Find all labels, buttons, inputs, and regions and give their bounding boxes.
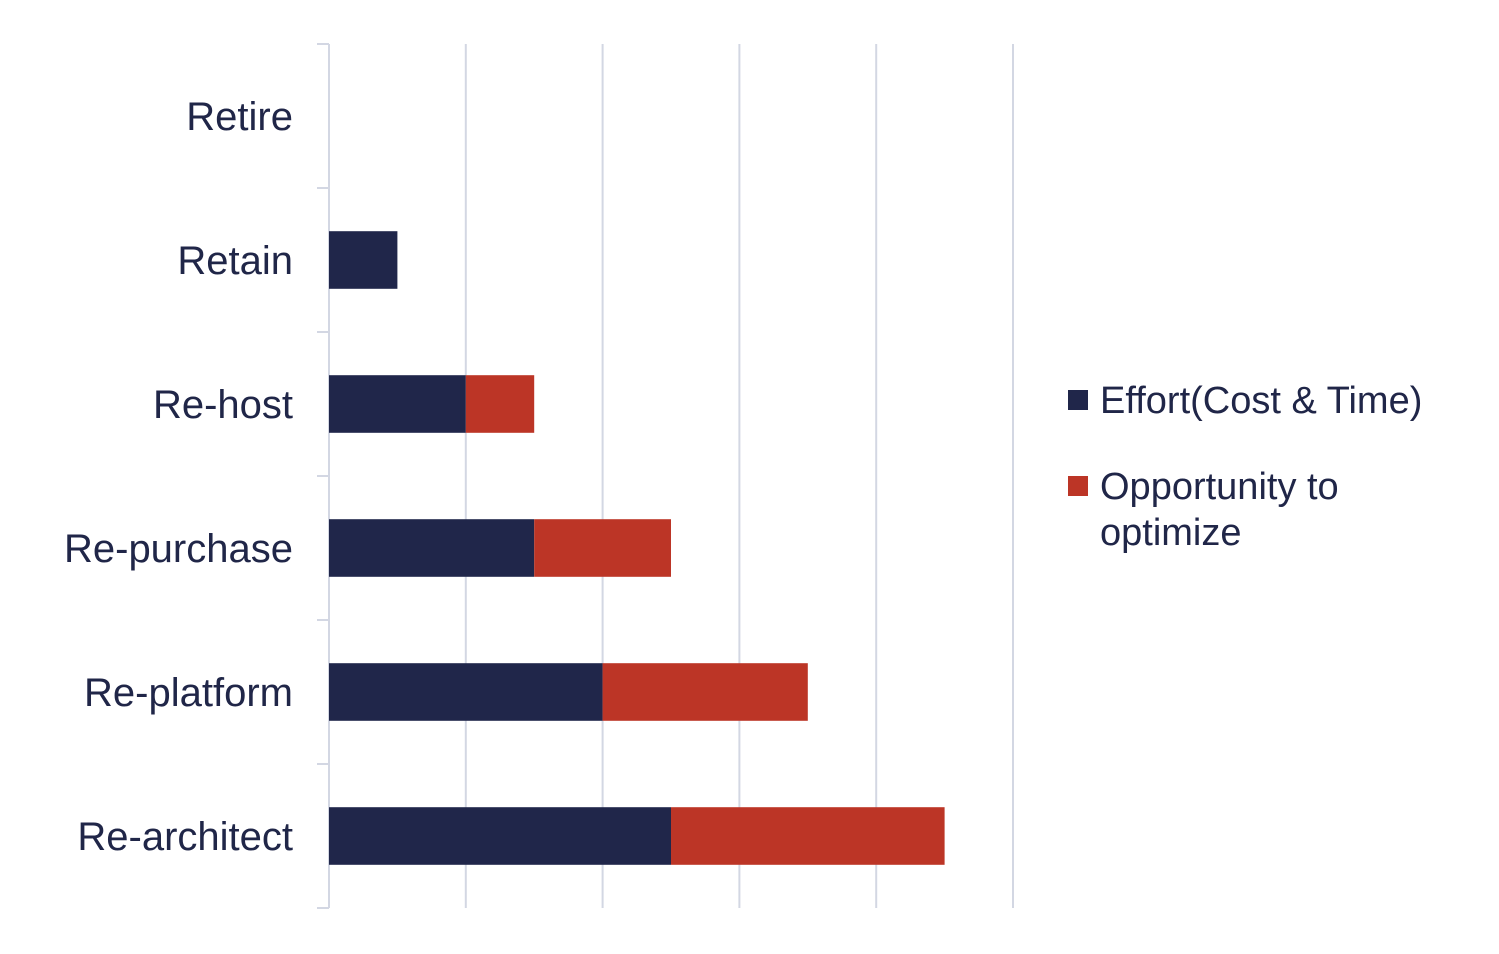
bar-re-architect-series-1 — [329, 807, 671, 865]
bar-re-purchase-series-1 — [329, 519, 535, 577]
bar-re-architect-series-2 — [671, 807, 945, 865]
legend-item-opportunity: Opportunity to optimize — [1068, 464, 1488, 556]
bar-re-platform-series-1 — [329, 663, 603, 721]
category-axis — [317, 43, 330, 909]
legend-label-opportunity: Opportunity to optimize — [1100, 466, 1339, 554]
category-label-re-architect: Re-architect — [77, 815, 293, 859]
legend: Effort(Cost & Time) Opportunity to optim… — [1068, 378, 1488, 596]
category-labels: Retire Retain Re-host Re-purchase Re-platfor… — [64, 95, 293, 859]
gridlines — [464, 44, 1014, 908]
bar-re-platform-series-2 — [602, 663, 808, 721]
category-label-retain: Retain — [177, 239, 293, 283]
bar-re-host-series-1 — [329, 375, 466, 433]
bar-re-host-series-2 — [465, 375, 535, 433]
category-label-re-platform: Re-platform — [84, 671, 293, 715]
legend-item-effort: Effort(Cost & Time) — [1068, 378, 1488, 424]
legend-swatch-effort — [1068, 390, 1088, 410]
category-label-re-purchase: Re-purchase — [64, 527, 293, 571]
category-label-retire: Retire — [186, 95, 293, 139]
legend-label-effort: Effort(Cost & Time) — [1100, 380, 1423, 422]
category-label-re-host: Re-host — [153, 383, 293, 427]
bars — [329, 231, 945, 865]
bar-retain-series-1 — [329, 231, 398, 289]
bar-re-purchase-series-2 — [534, 519, 671, 577]
legend-swatch-opportunity — [1068, 476, 1088, 496]
